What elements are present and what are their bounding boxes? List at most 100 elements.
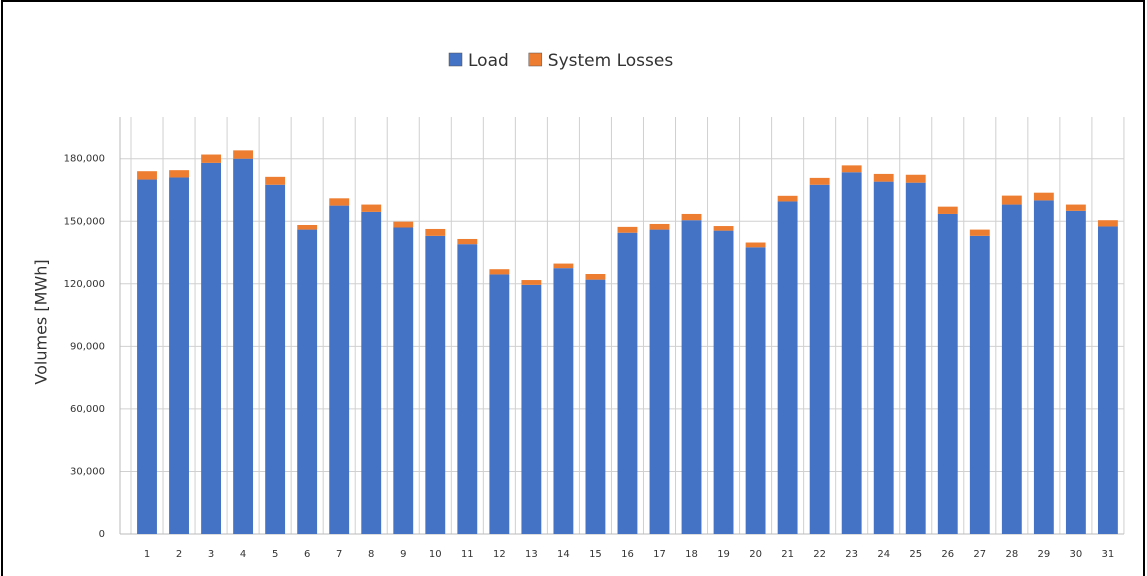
- x-tick-label: 1: [144, 549, 150, 560]
- y-tick-label: 180,000: [64, 154, 105, 165]
- bar-segment: [169, 177, 189, 534]
- bar-segment: [233, 158, 254, 534]
- bar-segment: [169, 170, 189, 178]
- legend-swatch: [528, 52, 543, 67]
- legend-label: System Losses: [548, 51, 674, 71]
- x-tick-label: 22: [813, 549, 826, 560]
- x-tick-label: 14: [557, 549, 570, 560]
- bar-segment: [969, 235, 990, 534]
- bar-segment: [585, 279, 606, 534]
- bar-segment: [681, 213, 702, 221]
- bar-segment: [777, 201, 798, 534]
- y-tick-label: 0: [99, 529, 105, 540]
- bar-segment: [809, 177, 830, 185]
- bar-segment: [841, 172, 862, 534]
- x-tick-label: 5: [272, 549, 278, 560]
- bar-segment: [873, 173, 894, 182]
- bar-segment: [297, 229, 318, 534]
- bar-segment: [713, 226, 734, 231]
- bar-segment: [361, 211, 382, 534]
- bar-segment: [841, 165, 862, 173]
- bar-segment: [457, 238, 478, 245]
- bar-segment: [393, 227, 414, 534]
- bar-segment: [489, 269, 510, 275]
- x-tick-label: 10: [429, 549, 442, 560]
- bar-segment: [937, 213, 958, 534]
- bar-segment: [201, 162, 222, 534]
- bar-segment: [361, 204, 382, 212]
- bar-segment: [937, 206, 958, 214]
- bar-segment: [1033, 192, 1054, 201]
- bar-segment: [137, 179, 157, 535]
- y-tick-label: 90,000: [70, 341, 105, 352]
- bar-segment: [1065, 204, 1086, 211]
- bar-segment: [905, 182, 926, 535]
- legend-swatch: [448, 52, 463, 67]
- bar-segment: [425, 228, 446, 236]
- bar-segment: [809, 184, 830, 534]
- bar-segment: [489, 274, 510, 534]
- bar-segment: [329, 198, 350, 206]
- bar-segment: [1097, 226, 1118, 534]
- x-tick-label: 29: [1037, 549, 1050, 560]
- bar-segment: [585, 274, 606, 280]
- x-tick-label: 8: [368, 549, 374, 560]
- x-tick-label: 21: [781, 549, 794, 560]
- x-tick-label: 6: [304, 549, 310, 560]
- y-tick-label: 60,000: [70, 404, 105, 415]
- bar-segment: [425, 235, 446, 534]
- y-axis-title: Volumes [MWh]: [32, 259, 51, 384]
- bar-segment: [265, 184, 286, 534]
- bar-segment: [521, 280, 542, 285]
- bar-segment: [393, 221, 414, 228]
- bar-segment: [1001, 204, 1022, 534]
- x-tick-label: 17: [653, 549, 666, 560]
- bar-segment: [905, 174, 926, 183]
- bar-segment: [137, 171, 157, 180]
- bar-segment: [233, 150, 254, 159]
- bar-segment: [1065, 210, 1086, 534]
- x-tick-label: 16: [621, 549, 634, 560]
- bar-segment: [1033, 200, 1054, 534]
- bar-segment: [713, 230, 734, 534]
- bar-segment: [553, 268, 574, 534]
- bar-segment: [329, 205, 350, 535]
- bar-segment: [265, 176, 286, 185]
- x-tick-label: 4: [240, 549, 246, 560]
- x-tick-label: 30: [1070, 549, 1083, 560]
- x-tick-label: 27: [973, 549, 986, 560]
- x-tick-label: 24: [877, 549, 890, 560]
- bar-segment: [553, 263, 574, 269]
- x-tick-label: 19: [717, 549, 730, 560]
- bar-segment: [969, 229, 990, 236]
- bar-segment: [617, 232, 638, 534]
- bar-segment: [649, 223, 670, 230]
- bar-segment: [521, 284, 542, 534]
- x-tick-label: 12: [493, 549, 506, 560]
- x-tick-label: 26: [941, 549, 954, 560]
- x-tick-label: 11: [461, 549, 474, 560]
- x-tick-label: 7: [336, 549, 342, 560]
- x-tick-label: 23: [845, 549, 858, 560]
- x-tick-label: 3: [208, 549, 214, 560]
- bar-segment: [617, 226, 638, 233]
- bar-segment: [457, 244, 478, 534]
- bar-segment: [873, 181, 894, 534]
- x-tick-label: 25: [909, 549, 922, 560]
- bar-segment: [777, 195, 798, 202]
- bar-segment: [681, 220, 702, 534]
- x-tick-label: 28: [1005, 549, 1018, 560]
- bar-segment: [745, 247, 766, 534]
- legend-label: Load: [468, 51, 509, 71]
- bar-segment: [1097, 220, 1118, 227]
- x-tick-label: 18: [685, 549, 698, 560]
- x-tick-label: 31: [1102, 549, 1115, 560]
- y-tick-label: 120,000: [64, 279, 105, 290]
- x-tick-label: 2: [176, 549, 182, 560]
- y-tick-label: 30,000: [70, 466, 105, 477]
- x-tick-label: 15: [589, 549, 602, 560]
- y-tick-label: 150,000: [64, 216, 105, 227]
- bar-segment: [1001, 195, 1022, 205]
- bar-segment: [297, 225, 318, 230]
